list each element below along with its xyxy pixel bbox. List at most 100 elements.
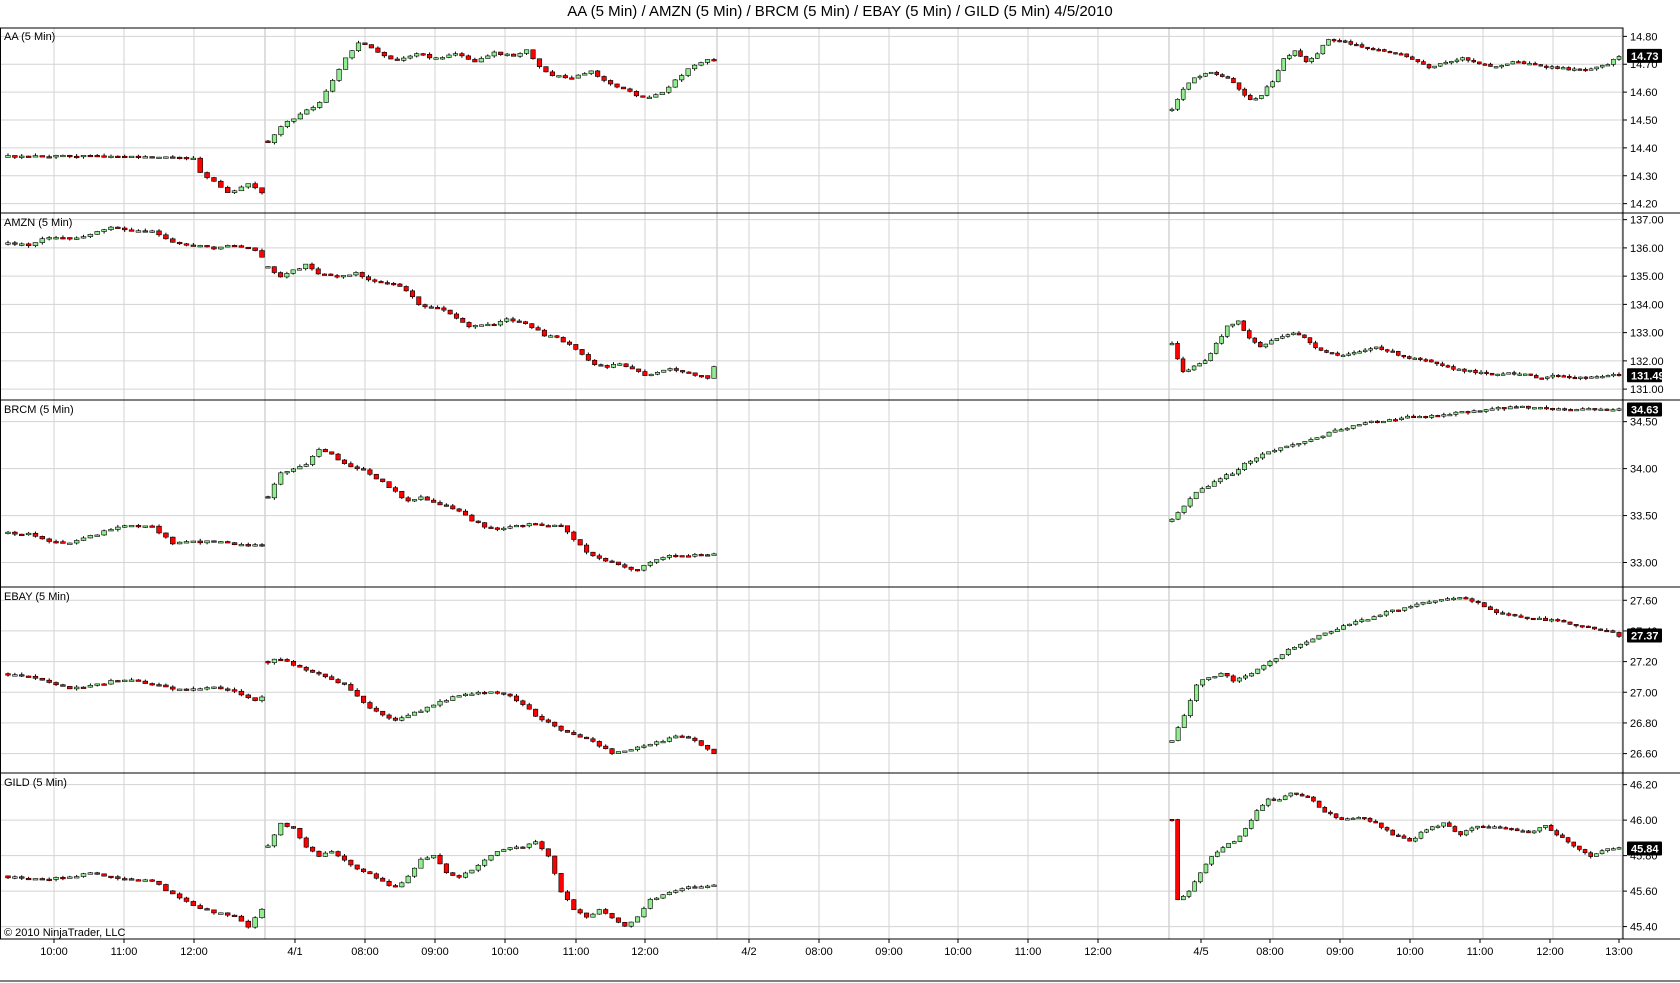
candle-body <box>25 675 32 678</box>
candle-body <box>1328 631 1334 634</box>
candle-body <box>1454 59 1460 62</box>
y-tick-label: 46.00 <box>1630 815 1658 827</box>
candle-body <box>310 456 316 465</box>
candle-body <box>156 880 162 885</box>
candle-body <box>1499 65 1504 68</box>
candle-body <box>265 661 271 664</box>
candle-body <box>673 368 679 371</box>
candle-body <box>1435 825 1441 828</box>
candle-body <box>507 693 513 697</box>
candle-body <box>595 70 601 77</box>
candle-body <box>620 86 627 90</box>
y-tick-label: 27.20 <box>1630 657 1658 669</box>
candle-body <box>692 372 698 376</box>
candle-body <box>475 520 481 523</box>
candle-body <box>412 867 418 877</box>
candle-body <box>1407 838 1412 842</box>
panel-label: EBAY (5 Min) <box>4 591 70 603</box>
candle-body <box>1429 826 1435 831</box>
candle-body <box>290 826 297 829</box>
candle-body <box>303 666 309 671</box>
candle-body <box>1517 373 1522 376</box>
candle-body <box>667 368 673 371</box>
candle-body <box>1426 601 1432 604</box>
candle-body <box>278 472 284 485</box>
candle-body <box>1292 50 1298 56</box>
candle-body <box>1373 346 1379 349</box>
candle-body <box>1362 349 1368 352</box>
candle-body <box>1393 52 1398 55</box>
candle-body <box>443 863 449 874</box>
candle-body <box>622 922 628 927</box>
candle-body <box>571 732 577 735</box>
candle-body <box>204 245 210 248</box>
candle-body <box>628 921 634 927</box>
candle-body <box>646 96 652 99</box>
candle-body <box>1465 411 1471 414</box>
candle-body <box>564 730 570 733</box>
candle-body <box>60 237 66 240</box>
candle-body <box>433 57 439 60</box>
x-tick-label: 10:00 <box>1396 946 1424 958</box>
candle-body <box>1334 628 1340 632</box>
candle-body <box>94 872 100 875</box>
candle-body <box>705 885 711 888</box>
candle-body <box>1447 414 1453 417</box>
candle-body <box>1365 619 1371 622</box>
candle-body <box>271 483 277 499</box>
candle-body <box>1539 377 1544 380</box>
candle-body <box>507 847 513 850</box>
candle-body <box>452 53 459 56</box>
candle-body <box>711 366 717 379</box>
candle-body <box>1342 40 1348 43</box>
candle-body <box>523 321 529 324</box>
candle-body <box>1226 842 1231 848</box>
candle-body <box>1402 607 1408 611</box>
candle-body <box>108 875 114 878</box>
candle-body <box>297 113 303 120</box>
candle-body <box>491 51 497 57</box>
candle-body <box>1186 82 1192 90</box>
candle-body <box>584 544 590 553</box>
candle-body <box>641 908 647 918</box>
candle-body <box>115 155 121 158</box>
candle-body <box>403 286 409 292</box>
candle-body <box>149 230 155 233</box>
candle-body <box>494 527 500 530</box>
candle-body <box>1194 684 1199 701</box>
panel-label: AA (5 Min) <box>4 31 55 43</box>
candle-body <box>1302 334 1307 338</box>
candle-body <box>1340 354 1346 357</box>
candle-body <box>472 325 478 328</box>
candle-body <box>211 909 217 914</box>
candle-body <box>1583 376 1589 379</box>
candle-body <box>1451 366 1456 370</box>
candle-body <box>698 886 704 889</box>
candle-body <box>1475 825 1480 829</box>
candle-body <box>1605 64 1611 67</box>
y-tick-label: 45.40 <box>1630 922 1658 934</box>
candle-body <box>1483 409 1489 412</box>
candle-body <box>1374 420 1380 423</box>
candle-body <box>1537 827 1543 832</box>
candle-body <box>1371 616 1377 620</box>
candle-body <box>513 525 520 528</box>
candle-body <box>284 822 290 827</box>
candle-body <box>1469 827 1475 831</box>
candle-body <box>584 912 590 918</box>
candle-body <box>1236 677 1242 682</box>
candle-body <box>1592 626 1597 630</box>
candle-body <box>623 363 629 368</box>
last-price-label: 27.37 <box>1631 631 1659 643</box>
candle-body <box>698 62 704 66</box>
candle-body <box>1379 822 1384 828</box>
candle-body <box>1320 435 1326 438</box>
candle-body <box>641 745 647 748</box>
candle-body <box>1218 672 1224 677</box>
candle-body <box>1350 817 1356 821</box>
candle-body <box>453 313 459 319</box>
candle-body <box>1520 830 1526 833</box>
candle-body <box>1235 320 1241 325</box>
candle-body <box>705 745 711 750</box>
